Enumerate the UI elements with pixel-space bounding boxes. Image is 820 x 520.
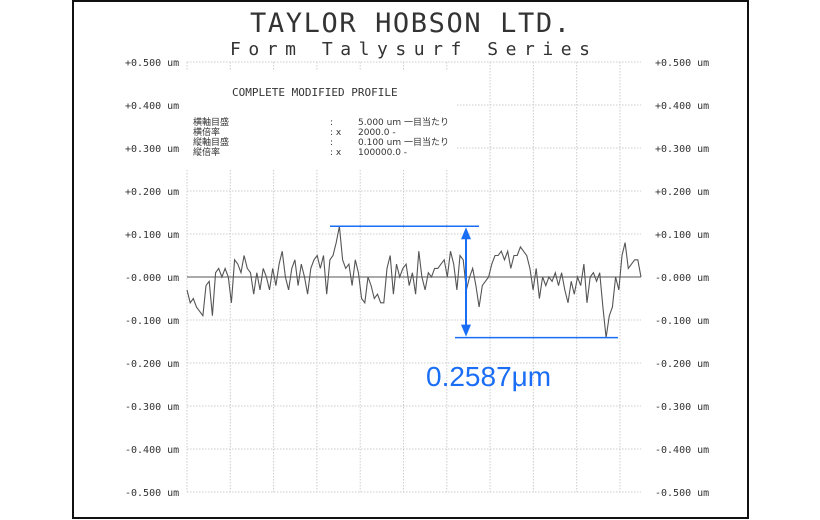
- info-value: 2000.0 -: [358, 128, 396, 138]
- peak-valley-value: 0.2587μm: [426, 361, 551, 392]
- y-tick-label: -0.300 um: [655, 402, 709, 413]
- info-sep: :: [330, 118, 333, 128]
- info-sep: : x: [330, 128, 342, 138]
- y-tick-label: +0.400 um: [125, 101, 179, 112]
- info-sep: :: [330, 138, 333, 148]
- y-tick-label: -0.500 um: [655, 488, 709, 499]
- y-tick-label: -0.000 um: [655, 273, 709, 284]
- y-tick-label: +0.300 um: [125, 144, 179, 155]
- grid: [186, 61, 641, 493]
- y-tick-label: -0.400 um: [125, 445, 179, 456]
- y-axis-left: +0.500 um +0.400 um +0.300 um +0.200 um +0.1…: [125, 58, 179, 499]
- y-tick-label: -0.200 um: [125, 359, 179, 370]
- y-tick-label: -0.300 um: [125, 402, 179, 413]
- y-tick-label: +0.100 um: [655, 230, 709, 241]
- y-tick-label: +0.300 um: [655, 144, 709, 155]
- y-tick-label: -0.500 um: [125, 488, 179, 499]
- info-value: 5.000 um 一目当たり: [358, 116, 449, 128]
- y-tick-label: -0.100 um: [125, 316, 179, 327]
- y-tick-label: -0.400 um: [655, 445, 709, 456]
- info-label: 横倍率: [193, 126, 220, 138]
- info-label: 横軸目盛: [193, 116, 229, 128]
- peak-valley-annotation: 0.2587μm: [330, 225, 618, 392]
- y-tick-label: +0.200 um: [655, 187, 709, 198]
- info-label: 縦倍率: [193, 146, 220, 158]
- arrow-down-icon: [461, 324, 471, 337]
- y-tick-label: +0.500 um: [655, 58, 709, 69]
- info-sep: : x: [330, 148, 342, 158]
- y-tick-label: +0.400 um: [655, 101, 709, 112]
- profile-line: [186, 226, 642, 338]
- arrow-up-icon: [461, 227, 471, 240]
- y-tick-label: -0.100 um: [655, 316, 709, 327]
- info-box: COMPLETE MODIFIED PROFILE 横軸目盛: 5.000 um …: [184, 70, 456, 170]
- company-title: TAYLOR HOBSON LTD.: [250, 8, 570, 39]
- y-tick-label: +0.500 um: [125, 58, 179, 69]
- y-axis-right: +0.500 um +0.400 um +0.300 um +0.200 um +0.1…: [655, 58, 709, 499]
- info-value: 0.100 um 一目当たり: [358, 136, 449, 148]
- info-value: 100000.0 -: [358, 148, 407, 158]
- info-title: COMPLETE MODIFIED PROFILE: [232, 86, 398, 99]
- info-label: 縦軸目盛: [193, 136, 229, 148]
- y-tick-label: -0.200 um: [655, 359, 709, 370]
- y-tick-label: +0.100 um: [125, 230, 179, 241]
- y-tick-label: +0.200 um: [125, 187, 179, 198]
- y-tick-label: -0.000 um: [125, 273, 179, 284]
